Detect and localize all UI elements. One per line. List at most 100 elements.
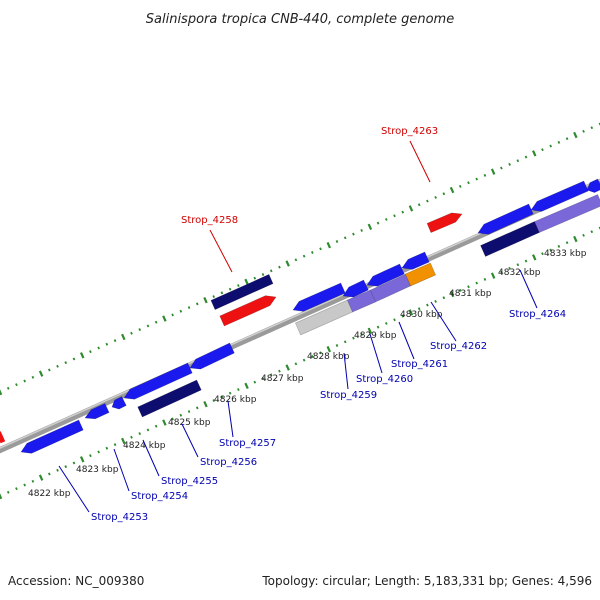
guide-dot bbox=[319, 247, 322, 251]
gene-leader-line bbox=[409, 140, 431, 183]
guide-dot bbox=[195, 406, 199, 410]
guide-dot bbox=[393, 214, 396, 218]
guide-dot bbox=[458, 184, 462, 188]
guide-dot bbox=[352, 232, 355, 236]
guide-dot bbox=[302, 358, 306, 362]
feature-layer bbox=[0, 178, 600, 454]
guide-dot bbox=[417, 307, 421, 311]
gene-label[interactable]: Strop_4264 bbox=[509, 309, 566, 320]
accession-text: Accession: NC_009380 bbox=[8, 574, 145, 588]
guide-dot bbox=[401, 210, 405, 214]
guide-dot bbox=[105, 342, 109, 346]
guide-dot bbox=[130, 331, 133, 335]
gene-label[interactable]: Strop_4261 bbox=[391, 359, 448, 370]
guide-dot bbox=[326, 345, 331, 353]
guide-dot bbox=[516, 263, 520, 267]
guide-dot bbox=[557, 244, 561, 248]
guide-dot bbox=[475, 281, 479, 285]
guide-dot bbox=[162, 315, 167, 322]
guide-dot bbox=[195, 302, 199, 306]
guide-dot bbox=[500, 270, 503, 274]
guide-dot bbox=[64, 361, 68, 365]
guide-dot bbox=[590, 126, 594, 130]
scale-tick-label: 4823 kbp bbox=[76, 465, 119, 475]
guide-dot bbox=[162, 419, 167, 426]
cds-reverse-blue bbox=[401, 251, 430, 270]
guide-dot bbox=[79, 352, 85, 359]
gene-leader-line bbox=[519, 269, 538, 309]
guide-dot bbox=[490, 272, 496, 279]
guide-dot bbox=[590, 230, 594, 234]
gene-leader-line bbox=[209, 229, 233, 273]
guide-dot bbox=[508, 266, 511, 270]
gene-label[interactable]: Strop_4260 bbox=[356, 374, 413, 385]
guide-dot bbox=[212, 295, 216, 299]
cds-strop-4257 bbox=[137, 379, 202, 418]
guide-dot bbox=[532, 150, 537, 157]
scale-tick-label: 4828 kbp bbox=[307, 352, 350, 362]
guide-dot bbox=[565, 241, 569, 245]
guide-dot bbox=[23, 483, 26, 487]
guide-dot bbox=[79, 456, 85, 463]
guide-dot bbox=[261, 273, 265, 276]
guide-dot bbox=[335, 344, 339, 347]
guide-dot bbox=[113, 339, 117, 343]
guide-dot bbox=[294, 258, 298, 262]
guide-dot bbox=[285, 260, 290, 267]
guide-dot bbox=[228, 287, 232, 291]
guide-dot bbox=[335, 240, 339, 243]
gene-leader-line bbox=[113, 448, 130, 492]
scale-tick-label: 4833 kbp bbox=[544, 249, 587, 259]
guide-dot bbox=[72, 357, 76, 361]
guide-dot bbox=[557, 140, 561, 144]
guide-dot bbox=[565, 137, 569, 141]
scale-tick-label: 4829 kbp bbox=[354, 331, 397, 341]
guide-dot bbox=[146, 324, 150, 328]
cds-strop-4258 bbox=[219, 295, 277, 327]
gene-label[interactable]: Strop_4255 bbox=[161, 476, 218, 487]
guide-dot bbox=[138, 432, 142, 436]
guide-dot bbox=[0, 493, 3, 500]
guide-dot bbox=[449, 186, 455, 194]
guide-dot bbox=[228, 391, 232, 395]
guide-dot bbox=[311, 251, 314, 254]
gene-label[interactable]: Strop_4262 bbox=[430, 341, 487, 352]
gene-label[interactable]: Strop_4254 bbox=[131, 491, 188, 502]
cds-reverse-blue bbox=[477, 203, 534, 235]
guide-dot bbox=[56, 364, 59, 368]
gene-leader-line bbox=[430, 301, 457, 342]
guide-dot bbox=[113, 443, 117, 447]
scale-tick-label: 4831 kbp bbox=[449, 289, 492, 299]
cds-reverse-blue bbox=[366, 263, 405, 287]
gene-label[interactable]: Strop_4258 bbox=[181, 215, 238, 226]
gene-leader-line bbox=[398, 321, 415, 360]
lower-guide-dots bbox=[0, 226, 600, 500]
guide-dot bbox=[72, 461, 76, 465]
gene-leader-line bbox=[369, 333, 383, 374]
guide-dot bbox=[38, 370, 44, 377]
gene-leader-line bbox=[142, 439, 160, 477]
guide-dot bbox=[326, 241, 331, 249]
guide-dot bbox=[89, 454, 92, 458]
guide-dot bbox=[220, 395, 224, 399]
gene-leader-line bbox=[343, 352, 349, 390]
guide-dot bbox=[302, 254, 306, 258]
guide-dot bbox=[573, 235, 578, 243]
guide-dot bbox=[508, 162, 511, 166]
scale-tick-label: 4827 kbp bbox=[261, 374, 304, 384]
gene-label[interactable]: Strop_4256 bbox=[200, 457, 257, 468]
gene-label[interactable]: Strop_4259 bbox=[320, 390, 377, 401]
guide-dot bbox=[384, 217, 388, 221]
guide-dot bbox=[203, 297, 208, 304]
gene-label[interactable]: Strop_4263 bbox=[381, 126, 438, 137]
guide-dot bbox=[15, 383, 18, 387]
gene-label[interactable]: Strop_4257 bbox=[219, 438, 276, 449]
guide-dot bbox=[524, 259, 528, 263]
guide-dot bbox=[31, 479, 35, 483]
guide-dot bbox=[187, 410, 191, 414]
guide-dot bbox=[171, 313, 174, 317]
gene-leader-line bbox=[227, 400, 234, 438]
guide-dot bbox=[434, 299, 437, 303]
gene-label[interactable]: Strop_4253 bbox=[91, 512, 148, 523]
guide-dot bbox=[408, 205, 414, 212]
